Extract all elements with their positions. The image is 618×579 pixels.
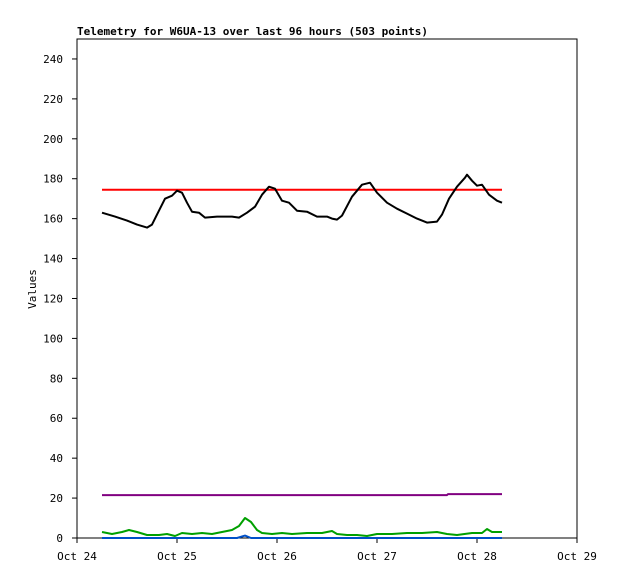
x-axis: Oct 24 Oct 25 Oct 26 Oct 27 Oct 28 Oct 29 bbox=[57, 538, 597, 563]
plot-frame bbox=[76, 38, 578, 539]
y-tick-label: 200 bbox=[43, 133, 63, 146]
y-tick-label: 100 bbox=[43, 332, 63, 345]
y-axis: 0 20 40 60 80 100 120 140 160 180 200 220 240 bbox=[43, 53, 77, 545]
y-axis-label: Values bbox=[26, 269, 39, 309]
x-tick-label: Oct 25 bbox=[157, 550, 197, 563]
x-tick-label: Oct 29 bbox=[557, 550, 597, 563]
series-line-2 bbox=[101, 173, 503, 229]
series-line-4 bbox=[101, 517, 502, 537]
y-tick-label: 60 bbox=[50, 412, 63, 425]
y-tick-label: 40 bbox=[50, 452, 63, 465]
y-tick-label: 180 bbox=[43, 173, 63, 186]
y-tick-label: 220 bbox=[43, 93, 63, 106]
y-tick-label: 160 bbox=[43, 213, 63, 226]
x-tick-label: Oct 28 bbox=[457, 550, 497, 563]
y-tick-label: 20 bbox=[50, 492, 63, 505]
series-line-3 bbox=[102, 493, 502, 497]
x-tick-label: Oct 24 bbox=[57, 550, 97, 563]
y-tick-label: 140 bbox=[43, 253, 63, 266]
x-tick-label: Oct 27 bbox=[357, 550, 397, 563]
series-line-5 bbox=[102, 534, 502, 539]
y-tick-label: 120 bbox=[43, 292, 63, 305]
chart-title: Telemetry for W6UA-13 over last 96 hours… bbox=[77, 25, 428, 38]
y-tick-label: 80 bbox=[50, 372, 63, 385]
y-tick-label: 240 bbox=[43, 53, 63, 66]
y-tick-label: 0 bbox=[56, 532, 63, 545]
series-layer bbox=[101, 173, 503, 539]
x-tick-label: Oct 26 bbox=[257, 550, 297, 563]
